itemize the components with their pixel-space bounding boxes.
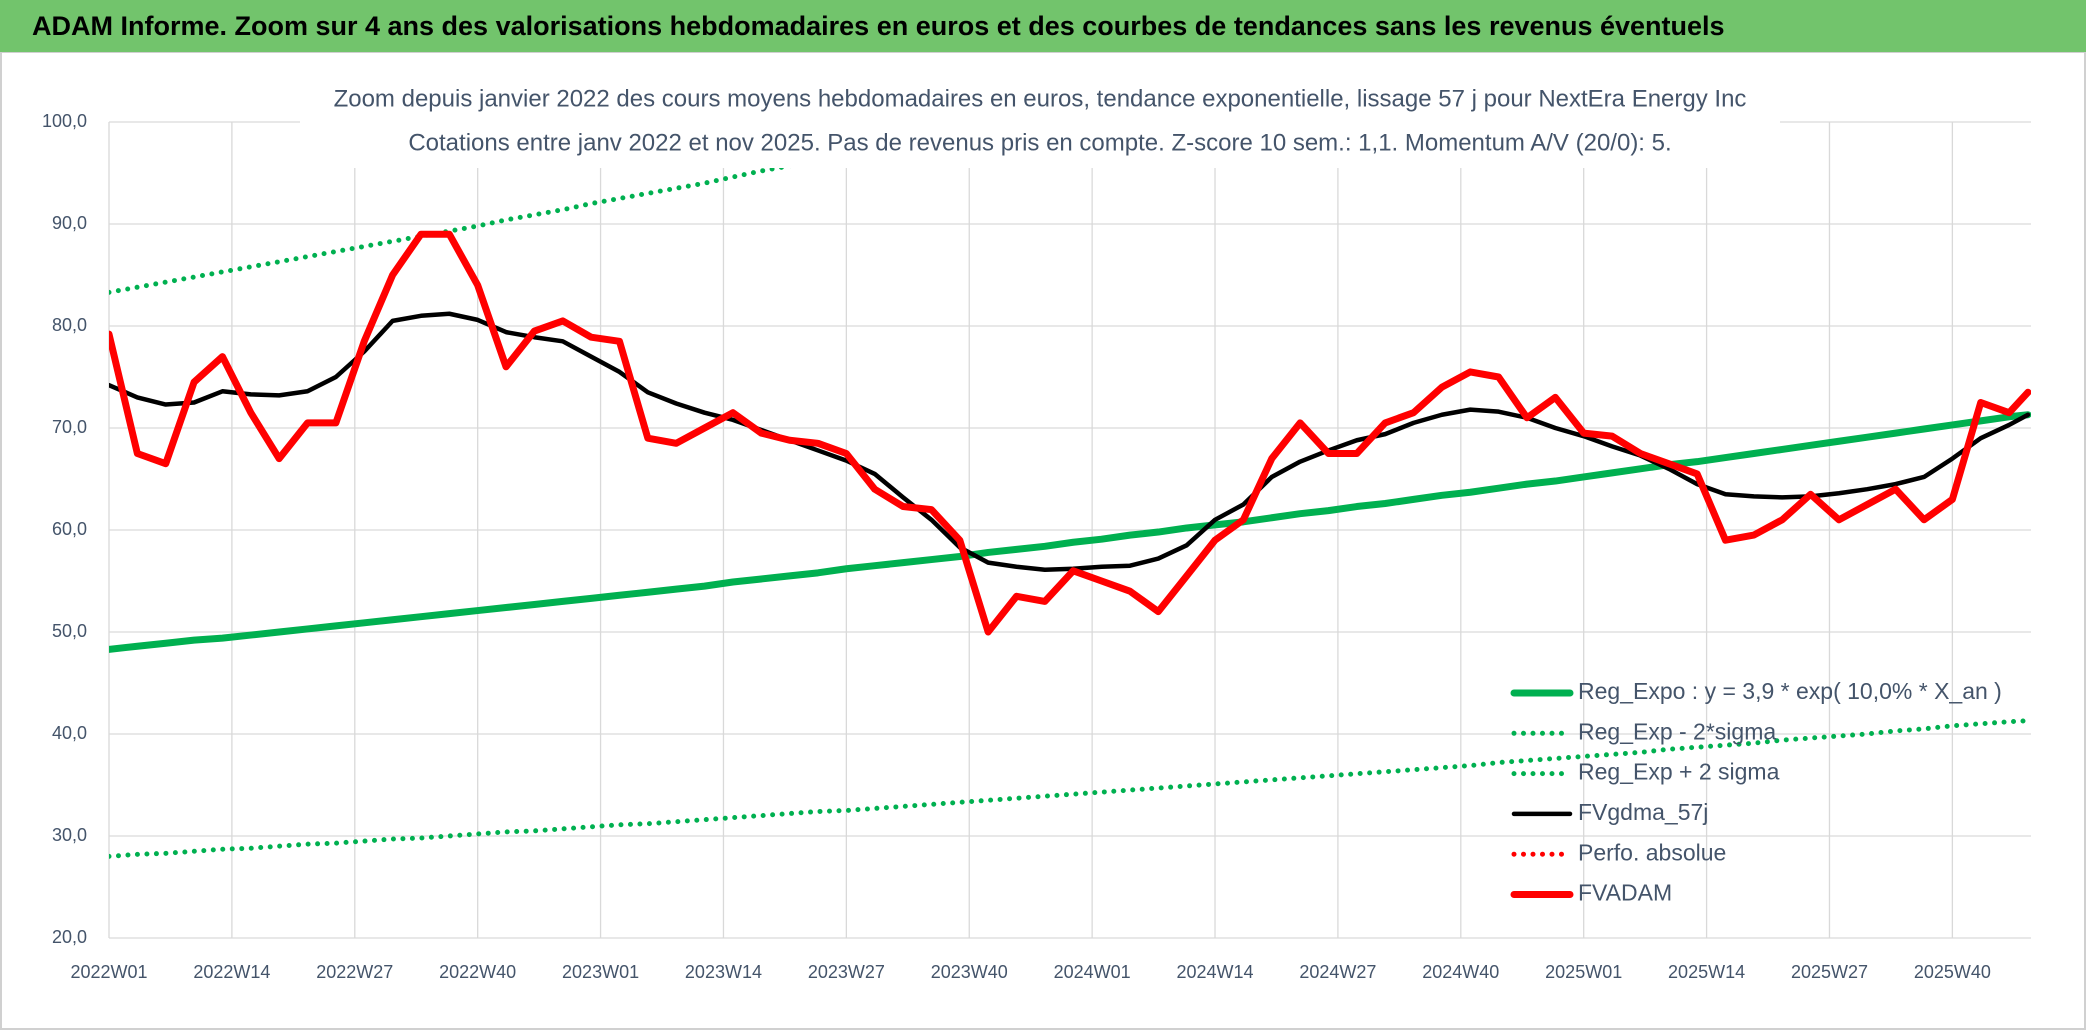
x-tick-label: 2025W27 (1791, 962, 1868, 982)
x-tick-label: 2025W40 (1914, 962, 1991, 982)
legend-label: Reg_Exp - 2*sigma (1578, 718, 1776, 744)
series-line (109, 718, 2031, 859)
y-tick-label: 20,0 (52, 927, 87, 947)
plot-area (109, 122, 2031, 859)
x-tick-label: 2025W14 (1668, 962, 1745, 982)
grid (108, 121, 2031, 939)
legend-label: Perfo. absolue (1578, 839, 1726, 865)
chart-subtitle: Zoom depuis janvier 2022 des cours moyen… (334, 85, 1747, 112)
y-tick-label: 90,0 (52, 213, 87, 233)
x-tick-label: 2025W01 (1545, 962, 1622, 982)
y-tick-label: 50,0 (52, 621, 87, 641)
axes: 20,0 30,0 40,0 50,0 60,0 70,0 80,0 90,0 100,0 202… (42, 111, 1991, 982)
chart-subtitle: Cotations entre janv 2022 et nov 2025. P… (408, 129, 1671, 156)
x-tick-label: 2022W01 (70, 962, 147, 982)
x-tick-label: 2024W27 (1299, 962, 1376, 982)
x-tick-label: 2024W40 (1422, 962, 1499, 982)
y-tick-label: 80,0 (52, 315, 87, 335)
y-tick-label: 40,0 (52, 723, 87, 743)
x-tick-label: 2022W14 (193, 962, 270, 982)
legend-label: Reg_Expo : y = 3,9 * exp( 10,0% * X_an ) (1578, 678, 2002, 704)
x-tick-label: 2022W27 (316, 962, 393, 982)
x-tick-label: 2023W40 (931, 962, 1008, 982)
subtitle-background (300, 80, 1780, 168)
series-line (109, 411, 2031, 653)
legend-label: FVADAM (1578, 880, 1672, 906)
y-tick-label: 70,0 (52, 417, 87, 437)
legend: Reg_Expo : y = 3,9 * exp( 10,0% * X_an )… (1510, 678, 2002, 906)
legend-label: Reg_Exp + 2 sigma (1578, 759, 1780, 785)
chart-title: ADAM Informe. Zoom sur 4 ans des valoris… (32, 11, 1725, 41)
x-tick-label: 2024W14 (1176, 962, 1253, 982)
x-tick-label: 2022W40 (439, 962, 516, 982)
x-tick-label: 2023W27 (808, 962, 885, 982)
x-tick-label: 2024W01 (1054, 962, 1131, 982)
y-tick-label: 60,0 (52, 519, 87, 539)
x-tick-label: 2023W01 (562, 962, 639, 982)
header-bar (0, 0, 2086, 52)
y-tick-label: 100,0 (42, 111, 87, 131)
x-tick-label: 2023W14 (685, 962, 762, 982)
legend-label: FVgdma_57j (1578, 799, 1708, 825)
series-line (109, 230, 2031, 636)
y-tick-label: 30,0 (52, 825, 87, 845)
